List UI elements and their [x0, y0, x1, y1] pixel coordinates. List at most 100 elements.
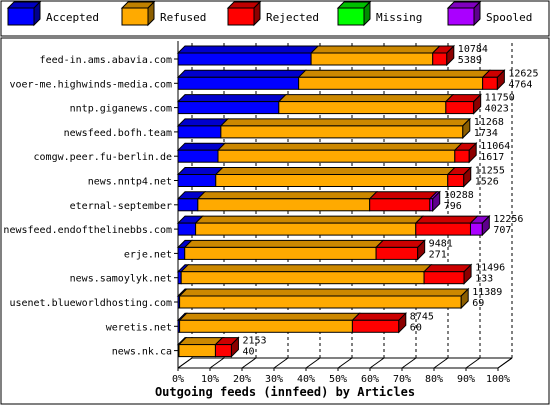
bar-segment-accepted — [177, 101, 280, 115]
legend-swatch-spooled — [447, 7, 475, 26]
bar-side — [463, 166, 472, 188]
legend-swatch-rejected — [227, 7, 255, 26]
row-label: feed-in.ams.abavia.com — [40, 55, 172, 66]
chart-title: Outgoing feeds (innfeed) by Articles — [155, 385, 415, 399]
grid-floor-line — [209, 357, 225, 369]
bar-segment-rejected — [214, 344, 232, 358]
legend-label-accepted: Accepted — [46, 11, 99, 24]
row-label: comgw.peer.fu-berlin.de — [34, 152, 172, 163]
bar-top-refused — [178, 312, 361, 321]
bar-segment-accepted — [177, 76, 300, 90]
legend-label-spooled: Spooled — [486, 11, 532, 24]
legend-label-refused: Refused — [160, 11, 206, 24]
bar-top-refused — [214, 167, 456, 175]
row-label: voer-me.highwinds-media.com — [9, 79, 172, 90]
bar-top-rejected — [414, 215, 479, 224]
legend-swatch-refused — [121, 7, 149, 26]
bar-segment-refused — [220, 125, 464, 139]
bar-segment-refused — [197, 198, 371, 212]
x-tick-label: 30% — [265, 374, 283, 385]
value-label-offered: 10288 — [444, 190, 474, 201]
bar-side — [473, 93, 482, 115]
bar-segment-accepted — [177, 149, 219, 163]
bar-top-accepted — [176, 118, 230, 127]
bar-segment-spooled — [469, 222, 483, 236]
bar-top-accepted — [176, 94, 288, 103]
grid-floor-line — [177, 357, 193, 369]
row-label: newsfeed.endofthelinebbs.com — [3, 225, 172, 236]
x-tick-label: 70% — [393, 374, 411, 385]
value-label-offered: 10784 — [458, 44, 488, 55]
bar-segment-rejected — [423, 271, 465, 285]
plot-area: 0% 10% 20% 30% 40% 50% 60% 70% 80% 90% 100% feed-in… — [0, 37, 550, 405]
x-tick-label: 40% — [297, 374, 315, 385]
x-tick-label: 90% — [457, 374, 475, 385]
bar-segment-accepted — [177, 198, 199, 212]
value-label-offered: 11268 — [474, 117, 504, 128]
bar-segment-refused — [298, 76, 484, 90]
row-label: newsfeed.bofh.team — [64, 128, 172, 139]
value-label-accepted: 707 — [493, 225, 511, 236]
bar-side — [496, 69, 505, 91]
bar-top-refused — [219, 118, 472, 127]
bar-segment-refused — [178, 344, 216, 358]
bar-segment-refused — [179, 295, 462, 309]
value-label-offered: 8745 — [410, 311, 434, 322]
legend-label-rejected: Rejected — [266, 11, 319, 24]
bar-segment-rejected — [351, 319, 400, 333]
bar-segment-refused — [180, 271, 425, 285]
bar-top-refused — [196, 191, 378, 200]
bar-top-accepted — [176, 69, 307, 78]
bar-side — [460, 287, 469, 310]
value-label-offered: 11064 — [480, 141, 510, 152]
bar-segment-refused — [278, 101, 447, 115]
value-label-offered: 2153 — [242, 336, 266, 347]
grid-floor-line — [305, 357, 321, 369]
bar-segment-rejected — [482, 76, 498, 90]
bar-top-refused — [216, 142, 464, 151]
row-label: news.nntp4.net — [88, 177, 172, 188]
row-label: weretis.net — [106, 322, 172, 333]
chart-frame — [0, 37, 550, 405]
grid-floor-line — [433, 357, 449, 369]
x-tick-label: 10% — [201, 374, 219, 385]
bar-segment-rejected — [432, 52, 448, 66]
value-label-accepted: 1526 — [475, 177, 499, 188]
grid-floor-line — [369, 357, 385, 369]
bar-segment-rejected — [447, 174, 465, 187]
bar-side — [462, 117, 471, 140]
bar-top-refused — [309, 45, 441, 54]
value-label-accepted: 271 — [429, 249, 447, 260]
bar-segment-refused — [215, 174, 449, 187]
row-label: news.nk.ca — [112, 347, 172, 358]
bar-top-rejected — [368, 191, 439, 200]
grid-floor-line — [497, 357, 513, 369]
row-label: nntp.giganews.com — [70, 104, 172, 115]
bar-side — [463, 263, 472, 285]
value-label-accepted: 796 — [444, 201, 462, 212]
value-label-accepted: 4023 — [485, 104, 509, 115]
bar-segment-refused — [195, 222, 417, 236]
x-tick-label: 60% — [361, 374, 379, 385]
grid-floor-line — [337, 357, 353, 369]
bar-top-refused — [183, 239, 385, 248]
bar-side — [481, 214, 490, 237]
bar-top-refused — [194, 215, 424, 224]
value-label-accepted: 1734 — [474, 128, 498, 139]
bar-side — [446, 44, 455, 67]
x-tick-label: 0% — [172, 374, 184, 385]
bar-segment-rejected — [445, 101, 475, 115]
value-label-offered: 9481 — [429, 238, 453, 249]
value-label-accepted: 40 — [242, 347, 254, 358]
bar-segment-rejected — [369, 198, 431, 212]
grid-floor-line — [273, 357, 289, 369]
x-tick-label: 100% — [486, 374, 510, 385]
bar-top-refused — [297, 69, 491, 78]
bar-top-rejected — [422, 264, 473, 273]
row-label: usenet.blueworldhosting.com — [9, 298, 172, 309]
bar-segment-rejected — [415, 222, 471, 236]
bar-segment-accepted — [177, 174, 217, 187]
bar-top-refused — [277, 94, 455, 103]
bar-segment-refused — [184, 246, 377, 260]
